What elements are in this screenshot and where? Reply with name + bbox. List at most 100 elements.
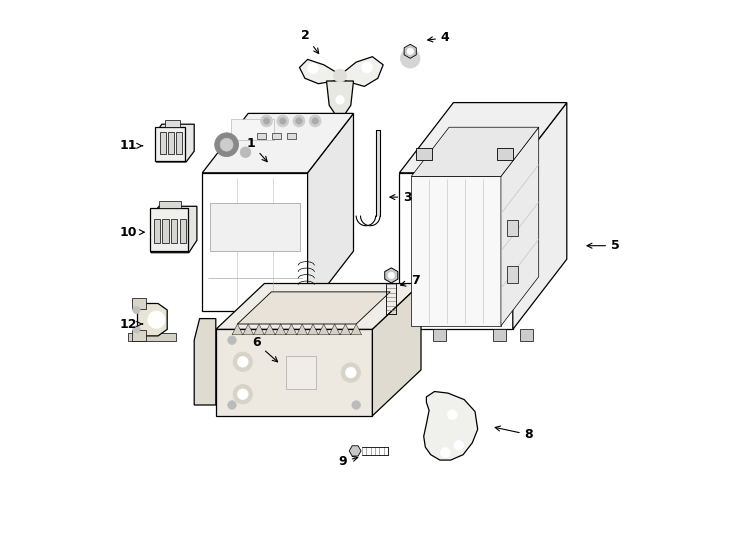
Polygon shape — [275, 324, 286, 335]
Bar — [168, 132, 174, 154]
Bar — [493, 329, 506, 341]
Bar — [159, 201, 181, 208]
Bar — [164, 120, 180, 127]
Circle shape — [448, 410, 457, 420]
Polygon shape — [137, 303, 167, 336]
Text: 9: 9 — [338, 455, 357, 468]
Bar — [211, 202, 299, 251]
Text: 10: 10 — [120, 226, 145, 239]
Text: 5: 5 — [587, 239, 619, 252]
Bar — [171, 219, 178, 243]
Bar — [132, 330, 145, 341]
Circle shape — [308, 63, 319, 74]
Polygon shape — [404, 44, 416, 58]
Circle shape — [220, 138, 233, 151]
Text: 3: 3 — [390, 191, 412, 204]
Polygon shape — [237, 292, 390, 324]
Polygon shape — [319, 324, 330, 335]
Bar — [128, 333, 176, 341]
Circle shape — [296, 118, 302, 124]
Text: 8: 8 — [495, 426, 534, 441]
Circle shape — [341, 363, 360, 382]
Polygon shape — [399, 103, 567, 173]
Circle shape — [440, 448, 450, 457]
Circle shape — [346, 367, 356, 378]
Polygon shape — [349, 446, 361, 456]
Circle shape — [237, 389, 248, 400]
Polygon shape — [308, 113, 354, 310]
Circle shape — [240, 147, 251, 158]
Bar — [153, 219, 160, 243]
Polygon shape — [424, 392, 478, 460]
Circle shape — [362, 62, 372, 73]
Bar — [376, 130, 380, 216]
Polygon shape — [156, 124, 195, 162]
Circle shape — [280, 118, 286, 124]
Polygon shape — [216, 329, 372, 416]
Polygon shape — [216, 284, 421, 329]
Bar — [257, 133, 266, 139]
Bar — [507, 267, 518, 283]
Polygon shape — [151, 206, 197, 253]
Circle shape — [352, 401, 360, 409]
Polygon shape — [150, 208, 188, 251]
Polygon shape — [399, 173, 513, 329]
Bar — [288, 133, 296, 139]
Text: 11: 11 — [120, 139, 142, 152]
Circle shape — [148, 311, 165, 328]
Polygon shape — [411, 177, 501, 326]
Polygon shape — [330, 324, 340, 335]
Polygon shape — [385, 268, 398, 283]
Circle shape — [333, 69, 346, 82]
Polygon shape — [351, 324, 362, 335]
Bar — [180, 219, 186, 243]
Polygon shape — [340, 324, 351, 335]
Polygon shape — [286, 324, 297, 335]
Bar — [433, 329, 446, 341]
Polygon shape — [264, 324, 275, 335]
Polygon shape — [411, 127, 539, 177]
Bar — [162, 219, 169, 243]
Circle shape — [233, 352, 252, 372]
Text: 1: 1 — [247, 137, 267, 161]
Bar — [286, 356, 316, 389]
Circle shape — [215, 133, 239, 157]
Circle shape — [335, 96, 344, 104]
Circle shape — [233, 384, 252, 404]
Polygon shape — [297, 324, 308, 335]
Polygon shape — [308, 324, 319, 335]
Polygon shape — [203, 113, 354, 173]
Polygon shape — [254, 324, 264, 335]
Bar — [132, 298, 145, 309]
Text: 12: 12 — [120, 318, 142, 330]
Bar — [507, 219, 518, 235]
Polygon shape — [327, 81, 354, 113]
Circle shape — [133, 306, 140, 314]
Polygon shape — [372, 284, 421, 416]
Circle shape — [228, 336, 236, 345]
Circle shape — [388, 272, 395, 279]
Circle shape — [228, 401, 236, 409]
Bar — [497, 148, 513, 160]
Circle shape — [277, 115, 288, 127]
Text: 2: 2 — [300, 29, 319, 53]
Bar — [415, 148, 432, 160]
Bar — [520, 329, 533, 341]
Bar — [407, 329, 419, 341]
Bar — [230, 119, 274, 140]
Polygon shape — [203, 173, 308, 310]
Polygon shape — [195, 319, 216, 405]
Text: 4: 4 — [428, 31, 450, 44]
Circle shape — [312, 118, 319, 124]
Circle shape — [309, 115, 321, 127]
Circle shape — [293, 115, 305, 127]
Bar — [272, 133, 281, 139]
Circle shape — [401, 49, 420, 68]
Circle shape — [261, 115, 272, 127]
Polygon shape — [155, 127, 185, 161]
Circle shape — [264, 118, 270, 124]
Polygon shape — [243, 324, 254, 335]
Text: 6: 6 — [252, 336, 277, 362]
Polygon shape — [232, 324, 243, 335]
Polygon shape — [513, 103, 567, 329]
